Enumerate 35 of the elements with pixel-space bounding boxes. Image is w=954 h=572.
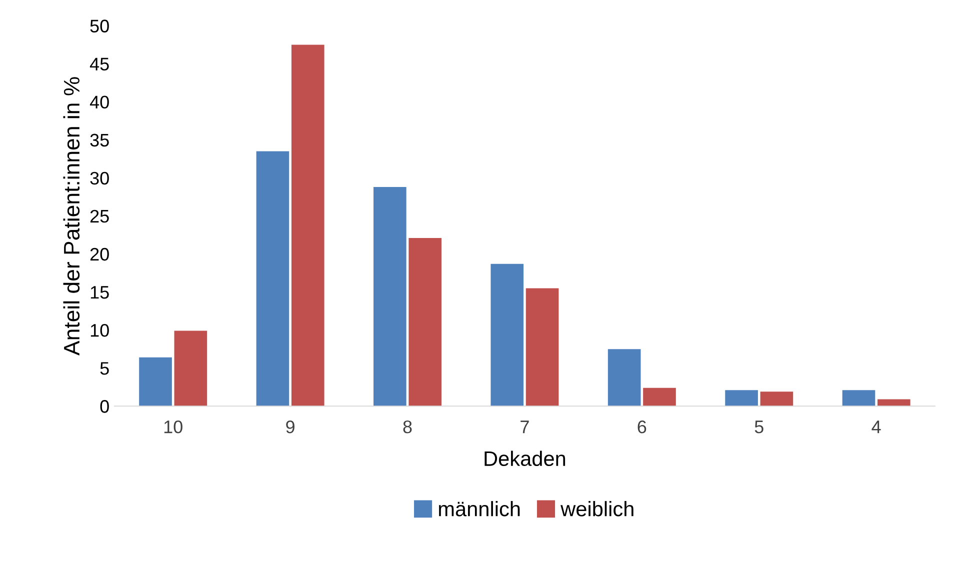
bar bbox=[725, 390, 758, 406]
bar bbox=[408, 238, 442, 406]
y-axis-title: Anteil der Patient:innen in % bbox=[63, 77, 80, 356]
y-tick-label: 15 bbox=[90, 286, 109, 299]
bar bbox=[608, 349, 641, 406]
y-tick-label: 45 bbox=[90, 58, 109, 70]
bar bbox=[256, 151, 290, 406]
bar bbox=[643, 388, 676, 406]
x-tick-label: 6 bbox=[638, 420, 646, 434]
bar bbox=[139, 357, 172, 406]
x-tick-label: 4 bbox=[872, 420, 881, 434]
bar bbox=[842, 390, 876, 406]
bar bbox=[526, 288, 559, 406]
x-tick-label: 7 bbox=[520, 420, 529, 434]
legend-label: männlich bbox=[439, 501, 520, 516]
y-tick-label: 10 bbox=[90, 324, 109, 337]
x-tick-label: 9 bbox=[286, 420, 294, 434]
legend-label: weiblich bbox=[560, 501, 634, 516]
y-tick-label: 50 bbox=[90, 20, 109, 32]
bar bbox=[291, 44, 324, 406]
bar bbox=[374, 187, 406, 406]
x-tick-label: 8 bbox=[403, 420, 412, 434]
y-tick-label: 35 bbox=[90, 134, 109, 147]
y-tick-label: 20 bbox=[90, 248, 109, 261]
y-tick-label: 5 bbox=[100, 362, 109, 375]
x-tick-label: 10 bbox=[164, 420, 182, 434]
x-tick-label: 5 bbox=[754, 420, 764, 434]
bar bbox=[490, 264, 524, 406]
y-tick-label: 0 bbox=[100, 400, 109, 413]
x-axis-title: Dekaden bbox=[484, 450, 566, 466]
y-tick-label: 40 bbox=[90, 96, 109, 109]
y-tick-label: 25 bbox=[90, 210, 109, 223]
bar bbox=[760, 392, 794, 406]
y-tick-label: 30 bbox=[90, 172, 109, 185]
bar bbox=[174, 330, 208, 406]
